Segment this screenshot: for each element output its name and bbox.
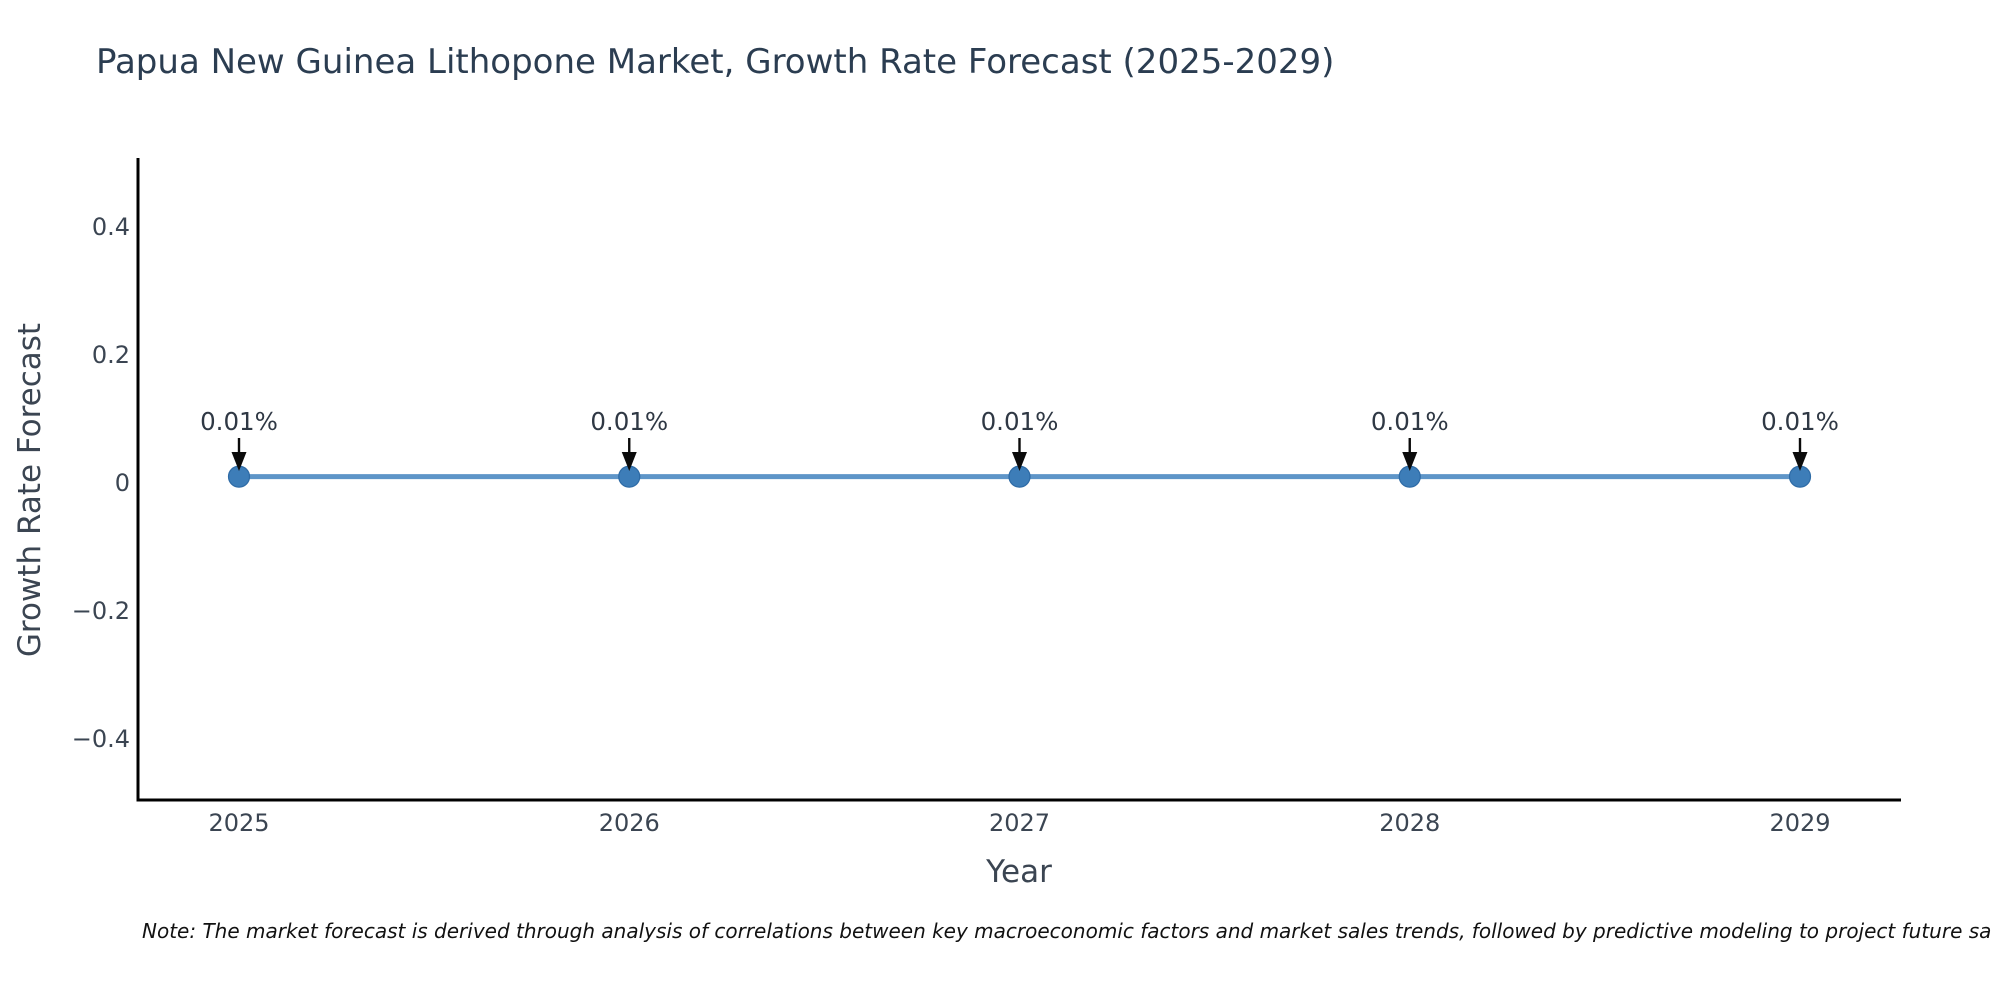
data-point-label: 0.01% xyxy=(981,407,1059,436)
data-point-label: 0.01% xyxy=(200,407,278,436)
data-point-label: 0.01% xyxy=(590,407,668,436)
x-axis-label: Year xyxy=(986,854,1052,890)
y-tick-label: −0.2 xyxy=(72,597,130,625)
x-tick-label: 2025 xyxy=(208,809,269,837)
annotation-arrowhead-icon xyxy=(1402,452,1418,471)
x-tick-label: 2027 xyxy=(989,809,1050,837)
annotation-arrowhead-icon xyxy=(1012,452,1027,471)
x-tick-label: 2028 xyxy=(1379,809,1440,837)
annotation-arrowhead-icon xyxy=(1792,452,1808,471)
annotation-arrowhead-icon xyxy=(231,452,247,471)
x-tick-label: 2029 xyxy=(1769,809,1830,837)
chart-title: Papua New Guinea Lithopone Market, Growt… xyxy=(96,42,1335,82)
data-point-label: 0.01% xyxy=(1761,407,1839,436)
y-tick-label: 0 xyxy=(115,469,130,497)
y-tick-label: 0.4 xyxy=(92,213,130,241)
y-tick-label: 0.2 xyxy=(92,341,130,369)
data-point-label: 0.01% xyxy=(1371,407,1449,436)
x-tick-label: 2026 xyxy=(599,809,660,837)
y-tick-label: −0.4 xyxy=(72,725,130,753)
annotation-arrowhead-icon xyxy=(621,452,637,471)
footnote: Note: The market forecast is derived thr… xyxy=(142,919,1992,943)
